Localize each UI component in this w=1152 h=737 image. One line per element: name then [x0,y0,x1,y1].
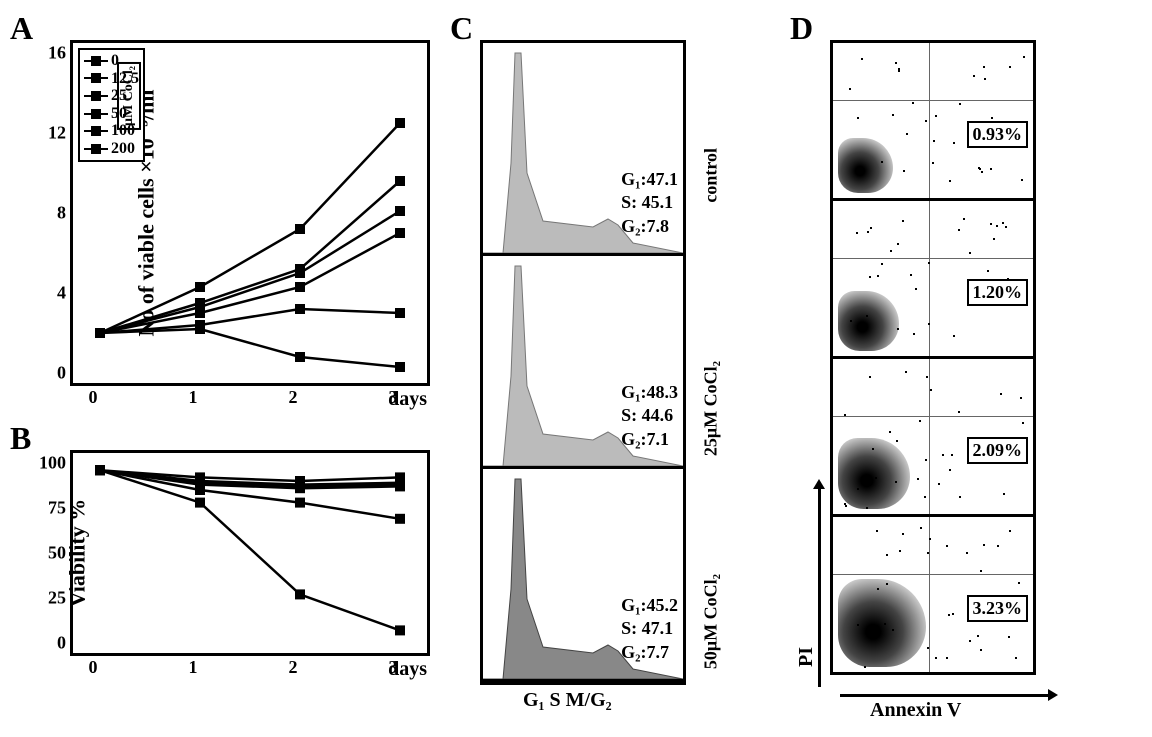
xtick: 1 [189,657,198,678]
scatter-percent: 0.93% [967,121,1029,148]
panel-d-stack: 0.93%control1.20%50μM CoCl₂2.09%0.5μM AT… [830,40,1036,675]
ytick: 0 [38,633,66,654]
panel-a-chart: No of viable cells ×10⁻⁵/ml days μM CoCl… [70,40,430,386]
xtick: 3 [389,387,398,408]
pi-axis-arrow [818,487,821,687]
panel-d-label: D [790,10,813,47]
histogram-condition: 50μM CoCl₂ [701,574,722,669]
ytick: 25 [38,588,66,609]
histogram-values: G₁:48.3S: 44.6G₂:7.1 [621,381,678,451]
scatter-cell: 1.20%50μM CoCl₂ [833,201,1033,359]
histogram-values: G₁:45.2S: 47.1G₂:7.7 [621,594,678,664]
ytick: 16 [38,43,66,64]
panel-b-label: B [10,420,31,457]
scatter-percent: 1.20% [967,279,1029,306]
panel-d: D 0.93%control1.20%50μM CoCl₂2.09%0.5μM … [780,10,1120,727]
scatter-cell: 0.93%control [833,43,1033,201]
xtick: 0 [89,657,98,678]
xtick: 3 [389,657,398,678]
xtick: 1 [189,387,198,408]
scatter-percent: 2.09% [967,437,1029,464]
ytick: 12 [38,123,66,144]
phase-axis-labels: G₁ S M/G₂ [523,689,612,712]
histogram-condition: 25μM CoCl₂ [701,361,722,456]
scatter-cell: 2.09%0.5μM ATO [833,359,1033,517]
panel-b-svg [73,453,427,653]
panel-a: A No of viable cells ×10⁻⁵/ml days μM Co… [10,10,430,410]
ytick: 0 [38,363,66,384]
panel-c-label: C [450,10,473,47]
panel-a-svg [73,43,427,383]
scatter-cell: 3.23%CoCl₂+ATO [833,517,1033,672]
xtick: 2 [289,657,298,678]
panel-d-ylabel: PI [795,647,818,667]
column-left: A No of viable cells ×10⁻⁵/ml days μM Co… [10,10,430,727]
scatter-percent: 3.23% [967,595,1029,622]
histogram-cell: 50μM CoCl₂G₁:45.2S: 47.1G₂:7.7 [483,469,683,682]
ytick: 100 [38,453,66,474]
xtick: 0 [89,387,98,408]
xtick: 2 [289,387,298,408]
panel-b: B Viability % days 02550751000123 [10,420,430,700]
histogram-values: G₁:47.1S: 45.1G₂:7.8 [621,168,678,238]
panel-c-stack: controlG₁:47.1S: 45.1G₂:7.825μM CoCl₂G₁:… [480,40,686,685]
histogram-cell: 25μM CoCl₂G₁:48.3S: 44.6G₂:7.1 [483,256,683,469]
panel-b-chart: Viability % days 02550751000123 [70,450,430,656]
ytick: 75 [38,498,66,519]
histogram-cell: controlG₁:47.1S: 45.1G₂:7.8 [483,43,683,256]
ytick: 50 [38,543,66,564]
panel-d-xlabel: Annexin V [870,699,961,722]
figure-container: A No of viable cells ×10⁻⁵/ml days μM Co… [10,10,1142,727]
annexin-axis-arrow [840,694,1050,697]
ytick: 8 [38,203,66,224]
panel-c: C controlG₁:47.1S: 45.1G₂:7.825μM CoCl₂G… [440,10,770,727]
ytick: 4 [38,283,66,304]
panel-a-label: A [10,10,33,47]
histogram-condition: control [701,148,722,203]
